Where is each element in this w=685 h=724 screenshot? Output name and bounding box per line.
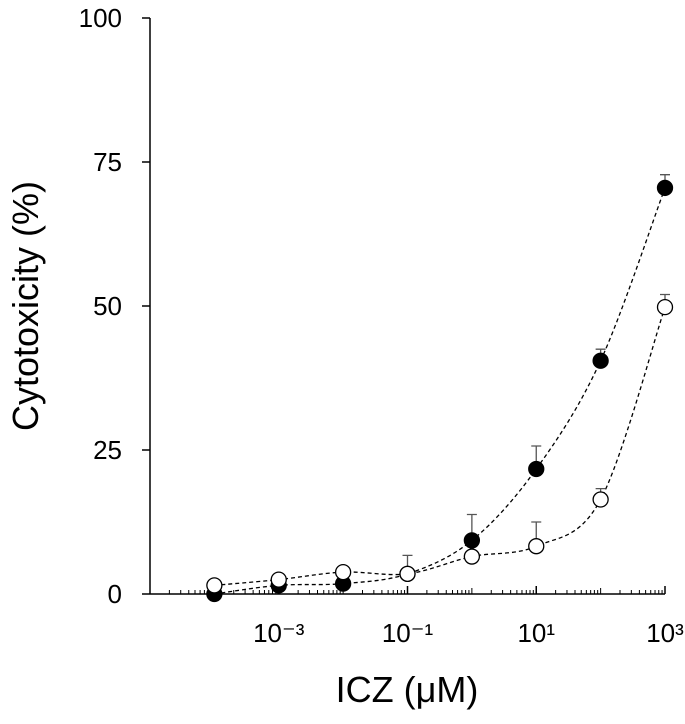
data-point: [463, 548, 481, 565]
y-tick-label: 0: [108, 579, 122, 609]
data-point: [463, 532, 481, 549]
data-point: [270, 571, 287, 588]
data-point: [528, 460, 545, 478]
data-point: [528, 538, 545, 555]
x-axis-label: ICZ (μM): [336, 669, 479, 710]
data-point: [334, 563, 352, 581]
data-point: [592, 352, 609, 369]
y-tick-label: 25: [93, 435, 122, 465]
y-tick-label: 75: [93, 147, 122, 177]
data-point: [206, 577, 223, 594]
x-tick-label: 10⁻³: [253, 618, 305, 648]
data-point: [656, 299, 674, 316]
x-tick-label: 10³: [646, 618, 684, 648]
y-tick-label: 50: [93, 291, 122, 321]
data-point: [656, 179, 674, 197]
data-point: [592, 491, 609, 508]
data-point: [399, 565, 416, 582]
x-tick-label: 10¹: [517, 618, 555, 648]
fit-curve: [214, 187, 666, 595]
x-tick-label: 10⁻¹: [382, 618, 434, 648]
y-axis-label: Cytotoxicity (%): [5, 181, 46, 431]
y-tick-label: 100: [79, 3, 122, 33]
